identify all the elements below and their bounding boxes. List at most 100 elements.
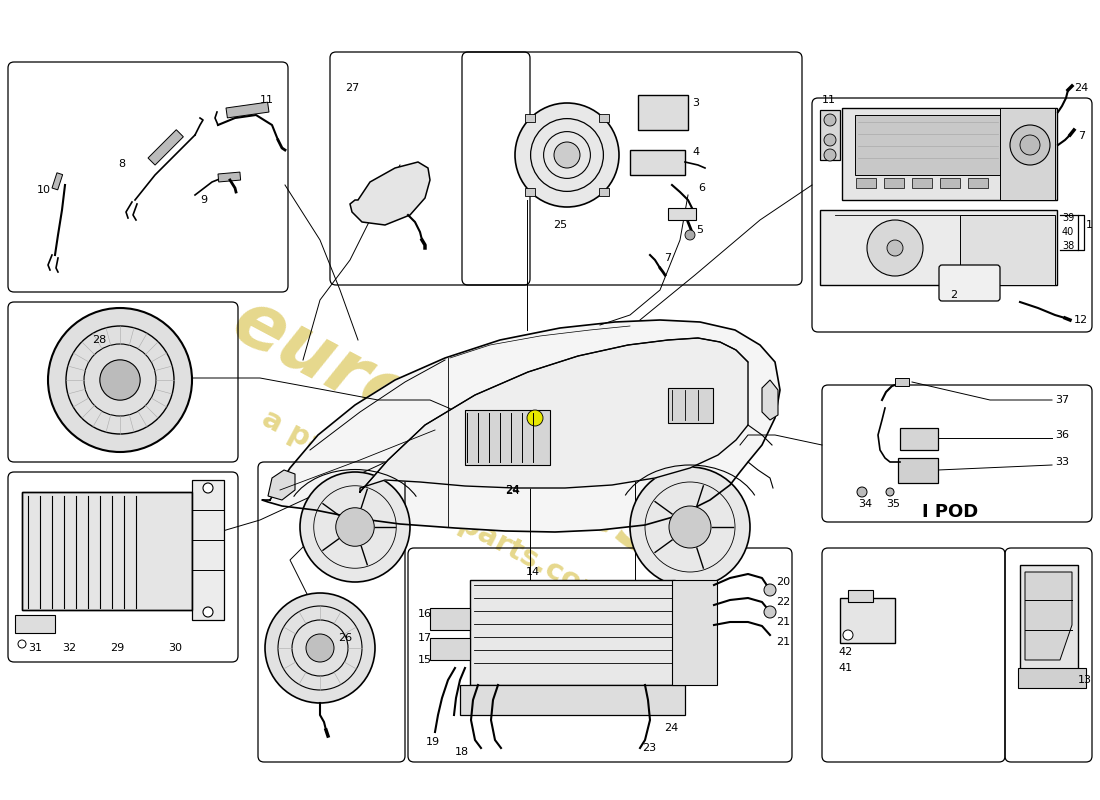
Bar [598,188,608,196]
Circle shape [204,607,213,617]
Bar [218,172,241,182]
Text: 17: 17 [418,633,432,643]
Circle shape [824,149,836,161]
Text: 30: 30 [168,643,182,653]
Polygon shape [762,380,778,420]
Text: 41: 41 [838,663,853,673]
Text: 7: 7 [664,253,671,263]
Circle shape [764,606,776,618]
Text: 19: 19 [426,737,440,747]
Bar [840,598,895,643]
Bar [192,480,224,620]
Text: 40: 40 [1062,227,1075,237]
Circle shape [669,506,711,548]
Circle shape [630,467,750,587]
Text: 36: 36 [1055,430,1069,440]
Text: 42: 42 [838,647,853,657]
Polygon shape [1025,572,1072,660]
Polygon shape [262,320,780,532]
Bar [525,114,536,122]
Bar [460,685,685,715]
Text: 32: 32 [62,643,76,653]
Text: 5: 5 [696,225,703,235]
Circle shape [824,114,836,126]
Bar [912,178,932,188]
Bar [900,428,938,450]
Text: 29: 29 [110,643,124,653]
Bar [668,208,696,220]
Bar [884,178,904,188]
Bar [848,590,873,602]
Text: 7: 7 [1078,131,1085,141]
Bar [465,410,550,465]
Text: 6: 6 [698,183,705,193]
Text: 23: 23 [642,743,656,753]
Bar [668,388,713,423]
Text: 24: 24 [664,723,679,733]
Circle shape [300,472,410,582]
Text: 24: 24 [505,483,520,497]
Text: 4: 4 [692,147,700,157]
Bar [1000,108,1055,200]
Text: 24: 24 [1074,83,1088,93]
Polygon shape [268,470,295,500]
Bar [226,102,270,118]
Text: 11: 11 [260,95,274,105]
Circle shape [764,584,776,596]
Bar [1018,668,1086,688]
Bar [430,638,470,660]
Circle shape [887,240,903,256]
Circle shape [100,360,140,400]
Bar [430,608,470,630]
Bar [672,580,717,685]
Bar [22,492,192,610]
Text: 18: 18 [455,747,469,757]
Circle shape [857,487,867,497]
Bar [148,130,184,165]
Text: 11: 11 [822,95,836,105]
Text: 31: 31 [28,643,42,653]
Text: 39: 39 [1062,213,1075,223]
Text: 12: 12 [1074,315,1088,325]
Polygon shape [360,338,748,492]
Text: 20: 20 [776,577,790,587]
Bar [630,150,685,175]
FancyBboxPatch shape [939,265,1000,301]
Text: 10: 10 [37,185,51,195]
Circle shape [18,640,26,648]
Circle shape [265,593,375,703]
Text: 3: 3 [692,98,698,108]
Bar [52,173,63,190]
Text: 35: 35 [886,499,900,509]
Circle shape [204,483,213,493]
Bar [1020,565,1078,685]
Circle shape [843,630,852,640]
Polygon shape [350,162,430,225]
Circle shape [886,488,894,496]
Bar [898,458,938,483]
Text: 13: 13 [1078,675,1092,685]
Text: 14: 14 [526,567,540,577]
Bar [895,378,909,386]
Text: 24: 24 [505,485,519,495]
Circle shape [554,142,580,168]
Bar [525,188,536,196]
Text: 28: 28 [92,335,107,345]
Bar [960,215,1055,285]
Text: I POD: I POD [922,503,978,521]
Bar [470,580,675,685]
Circle shape [824,134,836,146]
Text: 27: 27 [345,83,360,93]
Bar [968,178,988,188]
Text: 34: 34 [858,499,872,509]
Text: 21: 21 [776,637,790,647]
Text: 22: 22 [776,597,790,607]
Bar [856,178,876,188]
Circle shape [685,230,695,240]
Bar [22,492,192,610]
Bar [638,95,688,130]
Circle shape [867,220,923,276]
Bar [598,114,608,122]
Bar [842,108,1057,200]
Text: 9: 9 [200,195,207,205]
